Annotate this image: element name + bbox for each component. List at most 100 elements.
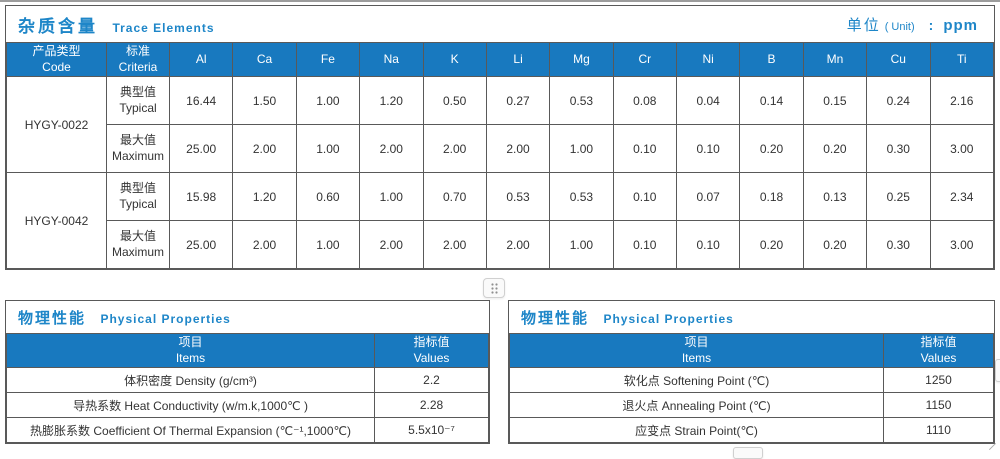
physical-right-title-en: Physical Properties <box>603 311 734 326</box>
trace-value: 0.04 <box>675 76 741 125</box>
unit-value: ppm <box>943 16 978 34</box>
col-header-element: Mg <box>549 42 614 77</box>
trace-value: 1.00 <box>359 172 424 221</box>
page-top-border <box>0 0 1000 2</box>
trace-title-zh: 杂质含量 <box>18 16 98 36</box>
trace-value: 2.00 <box>422 124 487 173</box>
trace-value: 0.24 <box>866 76 931 125</box>
property-value: 2.2 <box>374 367 489 393</box>
trace-value: 2.00 <box>232 220 297 269</box>
table-row: 体积密度 Density (g/cm³) 2.2 <box>6 367 489 393</box>
col-header-values: 指标值 Values <box>883 333 994 368</box>
trace-value: 0.10 <box>675 220 741 269</box>
criteria-maximum: 最大值 Maximum <box>106 124 170 173</box>
trace-value: 0.60 <box>295 172 361 221</box>
col-header-element: Fe <box>295 42 361 77</box>
property-value: 1110 <box>883 417 994 443</box>
trace-value: 16.44 <box>168 76 234 125</box>
trace-value: 2.00 <box>485 124 551 173</box>
table-row: 导热系数 Heat Conductivity (w/m.k,1000℃ ) 2.… <box>6 392 489 418</box>
table-row-typical: HYGY-0022 典型值 Typical 16.44 1.50 1.00 1.… <box>6 76 994 173</box>
unit-zh: 单位 <box>846 16 881 34</box>
table-row: 软化点 Softening Point (℃) 1250 <box>509 367 994 393</box>
col-header-criteria: 标准 Criteria <box>106 42 170 77</box>
table-drag-handle-bottom[interactable] <box>733 447 763 459</box>
property-item: 应变点 Strain Point(℃) <box>509 417 884 443</box>
trace-value: 2.00 <box>232 124 297 173</box>
physical-left-heading: 物理性能 Physical Properties <box>18 307 231 328</box>
property-item: 热膨胀系数 Coefficient Of Thermal Expansion (… <box>6 417 375 443</box>
physical-left-title-bar: 物理性能 Physical Properties <box>6 301 489 333</box>
trace-value: 0.70 <box>422 172 487 221</box>
product-code: HYGY-0042 <box>6 172 107 269</box>
physical-right-title-bar: 物理性能 Physical Properties <box>509 301 994 333</box>
physical-left-title-zh: 物理性能 <box>18 309 87 327</box>
table-drag-handle-right[interactable] <box>995 359 1000 382</box>
property-item: 软化点 Softening Point (℃) <box>509 367 884 393</box>
table-row: 退火点 Annealing Point (℃) 1150 <box>509 392 994 418</box>
trace-value: 2.00 <box>359 124 424 173</box>
unit-colon: : <box>928 16 934 33</box>
physical-header-row: 项目 Items 指标值 Values <box>6 333 489 368</box>
trace-value: 0.13 <box>802 172 868 221</box>
col-header-element: K <box>422 42 487 77</box>
col-header-element: Al <box>168 42 234 77</box>
product-code: HYGY-0022 <box>6 76 107 173</box>
resize-corner-mark <box>988 442 997 451</box>
col-header-element: Cr <box>612 42 678 77</box>
trace-value: 0.10 <box>675 124 741 173</box>
col-header-items: 项目 Items <box>6 333 375 368</box>
col-header-element: Cu <box>866 42 931 77</box>
physical-left-title-en: Physical Properties <box>100 311 231 326</box>
col-header-values: 指标值 Values <box>374 333 489 368</box>
col-header-items: 项目 Items <box>509 333 884 368</box>
trace-value: 0.14 <box>739 76 804 125</box>
table-row: 应变点 Strain Point(℃) 1110 <box>509 417 994 443</box>
physical-right-table: 项目 Items 指标值 Values 软化点 Softening Point … <box>509 333 994 443</box>
table-row-maximum: 最大值 Maximum 25.00 2.00 1.00 2.00 2.00 2.… <box>7 124 994 173</box>
trace-elements-panel: 杂质含量 Trace Elements 单位 ( Unit) : ppm 产品类… <box>5 5 995 270</box>
physical-properties-right-panel: 物理性能 Physical Properties 项目 Items 指标值 Va… <box>508 300 995 444</box>
physical-right-title-zh: 物理性能 <box>521 309 590 327</box>
trace-value: 0.15 <box>802 76 868 125</box>
unit-en: ( Unit) <box>884 20 915 33</box>
trace-value: 1.00 <box>295 220 361 269</box>
table-row: 热膨胀系数 Coefficient Of Thermal Expansion (… <box>6 417 489 443</box>
trace-value: 3.00 <box>929 220 994 269</box>
trace-value: 1.00 <box>549 220 614 269</box>
property-value: 2.28 <box>374 392 489 418</box>
trace-value: 2.34 <box>929 172 994 221</box>
trace-value: 1.00 <box>295 76 361 125</box>
table-row-maximum: 最大值 Maximum 25.00 2.00 1.00 2.00 2.00 2.… <box>7 220 994 269</box>
table-drag-handle[interactable] <box>483 278 505 298</box>
physical-right-heading: 物理性能 Physical Properties <box>521 307 734 328</box>
property-value: 1150 <box>883 392 994 418</box>
property-value: 5.5x10⁻⁷ <box>374 417 489 443</box>
trace-value: 2.16 <box>929 76 994 125</box>
trace-elements-table: 产品类型 Code 标准 Criteria Al Ca Fe Na K Li M… <box>6 42 994 269</box>
trace-value: 2.00 <box>422 220 487 269</box>
col-header-element: Mn <box>802 42 868 77</box>
trace-value: 1.00 <box>549 124 614 173</box>
trace-elements-title-bar: 杂质含量 Trace Elements 单位 ( Unit) : ppm <box>6 6 994 42</box>
trace-value: 0.27 <box>485 76 551 125</box>
trace-value: 0.10 <box>612 124 678 173</box>
criteria-maximum: 最大值 Maximum <box>106 220 170 269</box>
property-item: 导热系数 Heat Conductivity (w/m.k,1000℃ ) <box>6 392 375 418</box>
trace-value: 0.07 <box>675 172 741 221</box>
criteria-typical: 典型值 Typical <box>106 76 170 125</box>
trace-value: 0.20 <box>739 220 804 269</box>
trace-value: 3.00 <box>929 124 994 173</box>
trace-value: 1.20 <box>359 76 424 125</box>
trace-value: 0.20 <box>739 124 804 173</box>
col-header-element: B <box>739 42 804 77</box>
trace-value: 15.98 <box>168 172 234 221</box>
trace-header-row: 产品类型 Code 标准 Criteria Al Ca Fe Na K Li M… <box>6 42 994 77</box>
col-header-code: 产品类型 Code <box>6 42 107 77</box>
trace-value: 25.00 <box>168 220 234 269</box>
trace-value: 25.00 <box>168 124 234 173</box>
trace-value: 0.10 <box>612 172 678 221</box>
trace-value: 0.20 <box>802 124 868 173</box>
trace-value: 2.00 <box>359 220 424 269</box>
trace-value: 0.30 <box>866 124 931 173</box>
